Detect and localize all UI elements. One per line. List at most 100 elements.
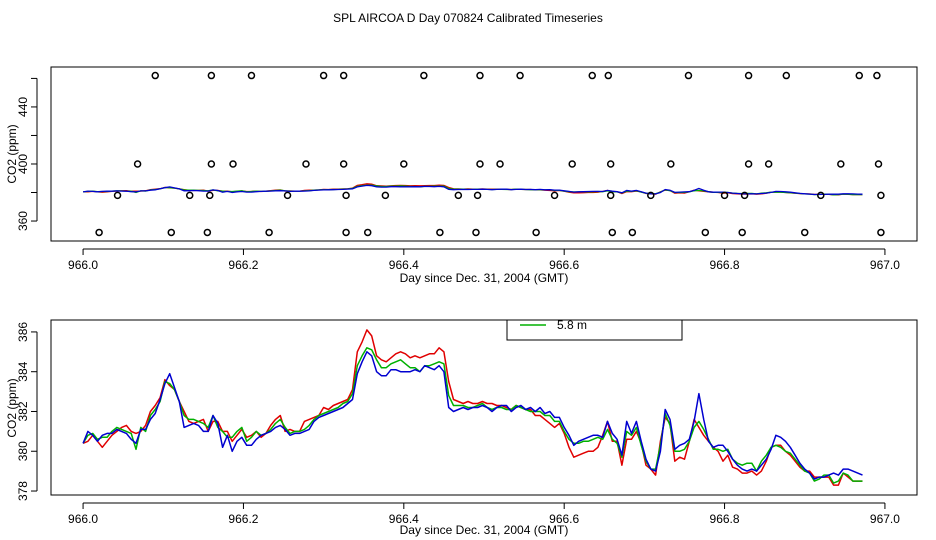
calibration-point <box>113 191 122 200</box>
calibration-point <box>207 71 216 80</box>
calibration-point <box>800 228 809 237</box>
top-y-label: CO2 (ppm) <box>5 124 19 183</box>
bottom-x-tick-label: 966.2 <box>228 512 258 526</box>
calibration-point <box>720 191 729 200</box>
calibration-point <box>319 71 328 80</box>
calibration-point <box>454 191 463 200</box>
calibration-point <box>817 191 825 200</box>
top-series-group <box>82 183 863 196</box>
calibration-point <box>516 71 524 80</box>
calibration-point <box>247 71 256 80</box>
calibration-point <box>420 71 428 80</box>
bottom-y-tick-label: 382 <box>16 401 30 421</box>
calibration-point <box>133 160 142 168</box>
bottom-x-tick-label: 967.0 <box>870 512 900 526</box>
calibration-point <box>738 228 746 237</box>
top-x-tick-label: 967.0 <box>870 258 900 272</box>
legend-label: 5.8 m <box>557 318 587 332</box>
top-x-tick-label: 966.8 <box>710 258 740 272</box>
calibration-point <box>339 71 348 80</box>
calibration-point <box>874 160 883 168</box>
top-y-tick-label: 440 <box>16 97 30 117</box>
calibration-point <box>837 160 845 168</box>
calibration-point <box>877 191 885 200</box>
calibration-point <box>207 160 216 168</box>
bottom-y-tick-label: 378 <box>16 481 30 501</box>
calibration-point <box>472 228 480 237</box>
top-y-tick-label: 400 <box>16 154 30 174</box>
calibration-point <box>684 71 693 80</box>
calibration-point <box>782 71 791 80</box>
calibration-point <box>203 228 212 237</box>
calibration-point <box>342 228 350 237</box>
legend-box <box>506 319 683 341</box>
bottom-y-tick-label: 384 <box>16 361 30 381</box>
calibration-point <box>667 160 675 168</box>
calibration-point <box>265 228 273 237</box>
calibration-point <box>302 160 310 168</box>
top-x-tick-label: 966.4 <box>389 258 419 272</box>
calibration-point <box>873 71 881 80</box>
calibration-point <box>740 191 749 200</box>
calibration-point <box>473 191 482 200</box>
top-x-tick-label: 966.0 <box>68 258 98 272</box>
calibration-point <box>381 191 390 200</box>
calibration-point <box>532 228 540 237</box>
calibration-point <box>877 228 885 237</box>
top-series-blue <box>82 184 863 196</box>
calibration-point <box>606 160 615 168</box>
calibration-point <box>363 228 372 237</box>
bottom-plot-frame <box>50 319 918 496</box>
bottom-series-blue <box>82 351 863 480</box>
top-x-tick-label: 966.6 <box>549 258 579 272</box>
calibration-point <box>476 160 484 168</box>
top-calibration-points <box>95 71 885 237</box>
top-x-label: Day since Dec. 31, 2004 (GMT) <box>400 271 569 285</box>
bottom-x-axis: 966.0 966.2 966.4 966.6 966.8 967.0 <box>68 502 900 526</box>
bottom-x-label: Day since Dec. 31, 2004 (GMT) <box>400 523 569 537</box>
calibration-point <box>608 228 617 237</box>
calibration-point <box>476 71 484 80</box>
legend: 5.8 m <box>506 318 683 341</box>
bottom-x-tick-label: 966.8 <box>710 512 740 526</box>
bottom-y-tick-label: 380 <box>16 441 30 461</box>
bottom-series-green <box>82 347 863 484</box>
calibration-point <box>167 228 176 237</box>
calibration-point <box>744 71 753 80</box>
bottom-series-red <box>82 329 863 486</box>
calibration-point <box>588 71 596 80</box>
calibration-point <box>647 191 655 200</box>
calibration-point <box>628 228 637 237</box>
calibration-point <box>744 160 753 168</box>
figure-title: SPL AIRCOA D Day 070824 Calibrated Times… <box>333 11 603 25</box>
top-x-tick-label: 966.2 <box>228 258 258 272</box>
calibration-point <box>855 71 864 80</box>
calibration-point <box>568 160 576 168</box>
bottom-x-tick-label: 966.4 <box>389 512 419 526</box>
calibration-point <box>436 228 444 237</box>
calibration-point <box>339 160 348 168</box>
bottom-x-tick-label: 966.6 <box>549 512 579 526</box>
calibration-point <box>550 191 559 200</box>
bottom-y-axis: 378 380 382 384 386 <box>16 322 38 501</box>
top-y-axis: 360 400 440 <box>16 77 38 231</box>
top-chart: 966.0 966.2 966.4 966.6 966.8 967.0 360 400 440… <box>5 66 918 285</box>
calibration-point <box>342 191 350 200</box>
bottom-y-label: CO2 (ppm) <box>5 378 19 437</box>
bottom-y-tick-label: 386 <box>16 322 30 342</box>
calibration-point <box>764 160 773 168</box>
calibration-point <box>496 160 504 168</box>
calibration-point <box>604 71 613 80</box>
top-plot-frame <box>50 66 918 242</box>
calibration-point <box>185 191 194 200</box>
calibration-point <box>400 160 408 168</box>
calibration-point <box>283 191 292 200</box>
bottom-chart: 966.0 966.2 966.4 966.6 966.8 967.0 378 380 382… <box>5 318 918 537</box>
calibration-point <box>151 71 159 80</box>
bottom-series-group <box>82 329 863 486</box>
calibration-point <box>206 191 214 200</box>
calibration-point <box>606 191 615 200</box>
calibration-point <box>701 228 710 237</box>
bottom-x-tick-label: 966.0 <box>68 512 98 526</box>
